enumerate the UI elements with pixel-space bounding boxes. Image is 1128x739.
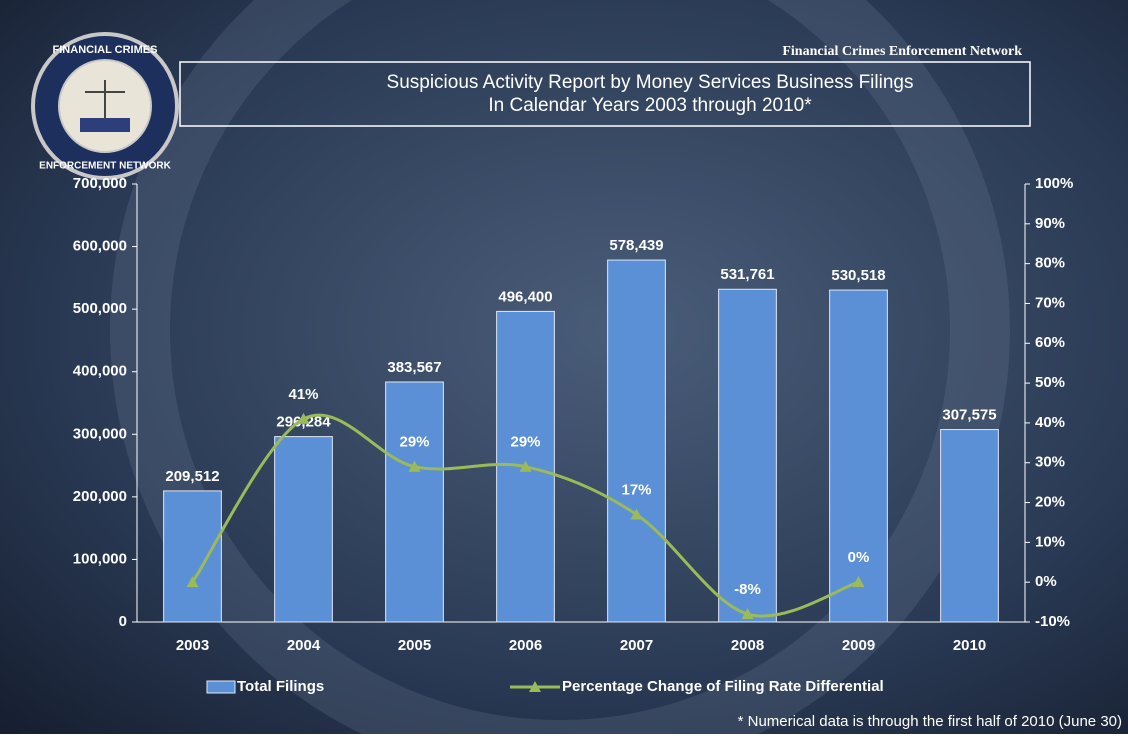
y2-tick-label: 30%: [1035, 454, 1065, 471]
logo: FINANCIAL CRIMES ENFORCEMENT NETWORK: [31, 32, 179, 180]
bar-label: 530,518: [831, 267, 885, 284]
y-tick-label: 500,000: [73, 300, 127, 317]
y2-tick-label: 70%: [1035, 294, 1065, 311]
y2-tick-label: 0%: [1035, 573, 1057, 590]
bar-label: 496,400: [498, 288, 552, 305]
line-marker: [741, 608, 754, 620]
y2-tick-label: 90%: [1035, 215, 1065, 232]
y2-tick-label: 60%: [1035, 334, 1065, 351]
y2-tick-label: 40%: [1035, 414, 1065, 431]
x-tick-label: 2005: [398, 637, 431, 654]
x-tick-label: 2007: [620, 637, 653, 654]
bar: [829, 289, 888, 623]
y2-tick-label: 100%: [1035, 175, 1073, 192]
bar: [718, 288, 777, 623]
y2-tick-label: -10%: [1035, 613, 1070, 630]
chart-title: Suspicious Activity Report by Money Serv…: [387, 72, 914, 93]
bar-label: 578,439: [609, 237, 663, 254]
y2-tick-label: 80%: [1035, 255, 1065, 272]
line-marker: [408, 460, 421, 472]
line-label: 29%: [399, 434, 429, 451]
y2-tick-label: 10%: [1035, 533, 1065, 550]
line-marker: [297, 412, 310, 424]
legend-label: Total Filings: [237, 678, 324, 695]
y-tick-label: 600,000: [73, 238, 127, 255]
chart-title: In Calendar Years 2003 through 2010*: [488, 95, 812, 116]
x-tick-label: 2009: [842, 637, 875, 654]
bar: [940, 429, 999, 623]
line-label: 17%: [621, 481, 651, 498]
x-tick-label: 2008: [731, 637, 764, 654]
x-tick-label: 2004: [287, 637, 321, 654]
y-tick-label: 700,000: [73, 175, 127, 192]
line-marker: [630, 508, 643, 520]
legend-swatch: [206, 680, 236, 694]
bar: [385, 381, 444, 623]
y-tick-label: 0: [119, 613, 127, 630]
x-tick-label: 2003: [176, 637, 209, 654]
logo-scales: [85, 80, 125, 120]
y2-tick-label: 50%: [1035, 374, 1065, 391]
bar-label: 209,512: [165, 468, 219, 485]
line-label: 0%: [848, 549, 870, 566]
footnote: * Numerical data is through the first ha…: [738, 713, 1122, 730]
line-marker: [186, 576, 199, 588]
bar-label: 383,567: [387, 359, 441, 376]
line-marker: [519, 460, 532, 472]
bar-label: 531,761: [720, 266, 774, 283]
y-tick-label: 100,000: [73, 550, 127, 567]
y-tick-label: 400,000: [73, 363, 127, 380]
bar: [163, 490, 222, 623]
line-label: 41%: [288, 386, 318, 403]
bar: [274, 436, 333, 623]
x-tick-label: 2006: [509, 637, 542, 654]
logo-top: FINANCIAL CRIMES: [53, 44, 158, 56]
line-marker: [852, 576, 865, 588]
y-tick-label: 300,000: [73, 425, 127, 442]
header: Financial Crimes Enforcement Network: [782, 44, 1022, 59]
logo-shield: [80, 118, 130, 132]
title-box: [179, 61, 1031, 127]
background-seal: [110, 0, 1010, 739]
x-tick-label: 2010: [953, 637, 986, 654]
legend-marker: [529, 681, 541, 692]
logo-bottom: ENFORCEMENT NETWORK: [39, 161, 171, 172]
legend-label: Percentage Change of Filing Rate Differe…: [562, 678, 884, 695]
line-label: 29%: [510, 434, 540, 451]
line-label: -8%: [734, 581, 761, 598]
bar-label: 307,575: [942, 407, 996, 424]
bar: [607, 259, 666, 623]
y2-tick-label: 20%: [1035, 494, 1065, 511]
y-tick-label: 200,000: [73, 488, 127, 505]
